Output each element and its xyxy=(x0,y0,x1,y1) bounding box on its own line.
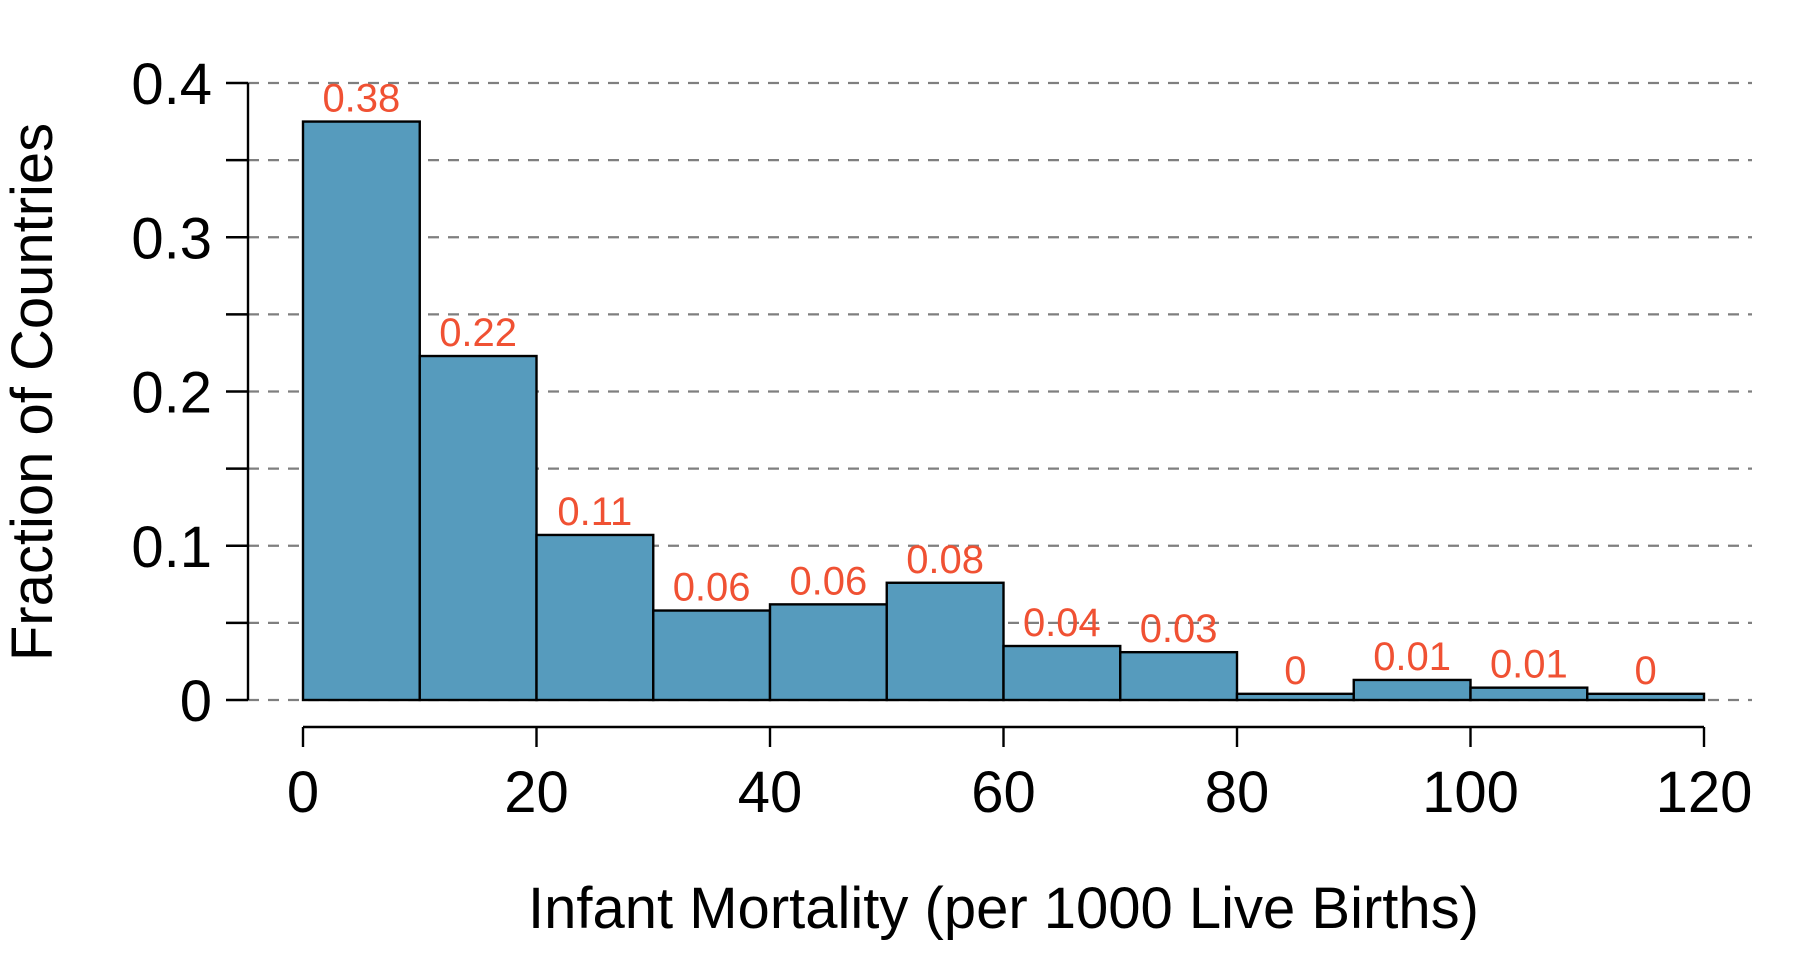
histogram-bar xyxy=(885,581,1005,702)
x-tick-label: 100 xyxy=(1422,760,1519,825)
bar-data-label: 0.38 xyxy=(322,77,400,121)
histogram-bar xyxy=(1119,650,1239,702)
x-axis-title: Infant Mortality (per 1000 Live Births) xyxy=(528,876,1479,941)
histogram-bar xyxy=(768,603,888,702)
bar-data-label: 0.01 xyxy=(1373,635,1451,679)
bar-data-label: 0 xyxy=(1284,649,1306,693)
bar-data-labels: 0.38 0.22 0.11 0.06 0.06 0.08 0.04 0.03 0 0.01 0.0… xyxy=(322,77,1656,693)
x-tick-label: 60 xyxy=(971,760,1036,825)
histogram-bar xyxy=(1469,686,1589,702)
x-axis: 0 20 40 60 80 100 120 xyxy=(287,725,1753,825)
bar-data-label: 0.03 xyxy=(1140,607,1218,651)
histogram-bars xyxy=(301,120,1706,702)
bar-data-label: 0.08 xyxy=(906,538,984,582)
x-tick-label: 20 xyxy=(504,760,569,825)
histogram-bar xyxy=(1586,692,1706,702)
y-tick-label: 0 xyxy=(180,669,212,734)
histogram-bar xyxy=(418,354,538,702)
y-tick-label: 0.4 xyxy=(131,52,212,117)
y-axis: 0 0.1 0.2 0.3 0.4 xyxy=(131,52,250,734)
x-tick-label: 120 xyxy=(1656,760,1753,825)
x-tick-label: 0 xyxy=(287,760,319,825)
y-tick-label: 0.2 xyxy=(131,361,212,426)
histogram-bar xyxy=(535,533,655,702)
bar-data-label: 0.01 xyxy=(1490,643,1568,687)
histogram-bar xyxy=(1235,692,1355,702)
histogram-bar xyxy=(1002,644,1122,702)
x-tick-label: 80 xyxy=(1205,760,1270,825)
y-tick-label: 0.1 xyxy=(131,515,212,580)
histogram-bar xyxy=(1352,678,1472,702)
y-tick-label: 0.3 xyxy=(131,206,212,271)
bar-data-label: 0.06 xyxy=(673,566,751,610)
bar-data-label: 0.04 xyxy=(1023,601,1101,645)
x-tick-label: 40 xyxy=(738,760,803,825)
bar-data-label: 0 xyxy=(1635,649,1657,693)
histogram-bar xyxy=(652,609,772,702)
y-axis-title: Fraction of Countries xyxy=(0,123,65,661)
bar-data-label: 0.06 xyxy=(789,559,867,603)
bar-data-label: 0.22 xyxy=(439,311,517,355)
histogram-bar xyxy=(301,120,421,702)
bar-data-label: 0.11 xyxy=(557,490,632,534)
